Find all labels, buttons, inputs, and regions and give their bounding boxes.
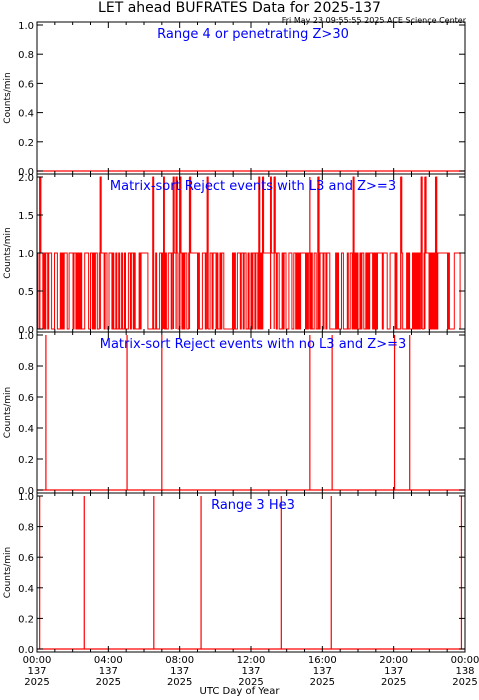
- y-tick-label: 1.0: [18, 21, 34, 32]
- panel-frame: [36, 492, 466, 653]
- x-tick-label-year: 2025: [24, 677, 49, 688]
- x-tick-label-year: 2025: [238, 677, 263, 688]
- panel-frame: [36, 331, 466, 494]
- x-tick-label-time: 20:00: [379, 655, 408, 666]
- chart-subtitle: Fri May 23 09:55:55 2025 ACE Science Cen…: [281, 16, 466, 25]
- y-tick-label: 0.2: [18, 614, 34, 625]
- x-tick-label-time: 00:00: [451, 655, 479, 666]
- y-tick-label: 0.8: [18, 362, 34, 373]
- y-axis-label: Counts/min: [3, 387, 13, 438]
- panel-4: 0.0 0.2 0.4 0.6 0.8 1.0 Counts/min Range 3 He3: [3, 492, 466, 656]
- panel-label: Matrix-sort Reject events with no L3 and…: [100, 337, 407, 352]
- panel-1: 0.0 0.2 0.4 0.6 0.8 1.0 Counts/min Range 4 or p…: [3, 21, 466, 178]
- y-tick-label: 1.0: [18, 492, 34, 503]
- x-tick-label-year: 2025: [167, 677, 192, 688]
- y-tick-label: 2.0: [18, 173, 34, 184]
- x-tick-label-year: 2025: [381, 677, 406, 688]
- x-tick-label-doy: 137: [99, 666, 118, 677]
- y-tick-label: 1.0: [18, 249, 34, 260]
- panel-label: Range 3 He3: [211, 498, 295, 513]
- x-tick-label-doy: 137: [313, 666, 332, 677]
- panel-3: 0.0 0.2 0.4 0.6 0.8 1.0 Counts/min Matrix-sort …: [3, 331, 466, 497]
- x-tick-label-time: 00:00: [23, 655, 52, 666]
- y-tick-label: 1.0: [18, 331, 34, 342]
- x-tick-label-doy: 137: [170, 666, 189, 677]
- y-tick-label: 0.6: [18, 393, 34, 404]
- x-tick-label-time: 16:00: [308, 655, 337, 666]
- y-tick-label: 0.0: [18, 167, 34, 178]
- y-tick-label: 0.5: [18, 287, 34, 298]
- x-tick-label-year: 2025: [96, 677, 121, 688]
- x-axis-label: UTC Day of Year: [199, 686, 280, 697]
- y-tick-label: 0.2: [18, 455, 34, 466]
- y-tick-label: 0.4: [18, 424, 34, 435]
- x-tick-label-doy: 137: [241, 666, 260, 677]
- y-tick-label: 0.2: [18, 138, 34, 149]
- x-tick-label-year: 2025: [452, 677, 477, 688]
- y-tick-label: 0.4: [18, 584, 34, 595]
- x-tick-label-time: 08:00: [165, 655, 194, 666]
- panel-label: Matrix-sort Reject events with L3 and Z>…: [110, 179, 396, 194]
- y-tick-label: 0.8: [18, 523, 34, 534]
- y-tick-label: 0.0: [18, 325, 34, 336]
- x-tick-label-time: 04:00: [94, 655, 123, 666]
- y-tick-label: 0.4: [18, 109, 34, 120]
- y-tick-label: 0.6: [18, 553, 34, 564]
- y-tick-label: 0.8: [18, 50, 34, 61]
- panel-2: 0.0 0.5 1.0 1.5 2.0 Counts/min Matrix-sort Rej…: [3, 173, 466, 336]
- y-axis-label: Counts/min: [3, 72, 13, 123]
- panel-label: Range 4 or penetrating Z>30: [157, 27, 349, 42]
- y-tick-label: 0.0: [18, 645, 34, 656]
- x-tick-label-doy: 138: [455, 666, 474, 677]
- y-tick-label: 0.0: [18, 486, 34, 497]
- y-axis-label: Counts/min: [3, 547, 13, 598]
- y-tick-label: 0.6: [18, 79, 34, 90]
- chart-title: LET ahead BUFRATES Data for 2025-137: [98, 0, 381, 16]
- y-axis-label: Counts/min: [3, 227, 13, 278]
- x-tick-label-doy: 137: [27, 666, 46, 677]
- y-tick-label: 1.5: [18, 211, 34, 222]
- x-tick-label-time: 12:00: [237, 655, 266, 666]
- x-tick-label-year: 2025: [310, 677, 335, 688]
- x-tick-label-doy: 137: [384, 666, 403, 677]
- panel-frame: [36, 21, 466, 175]
